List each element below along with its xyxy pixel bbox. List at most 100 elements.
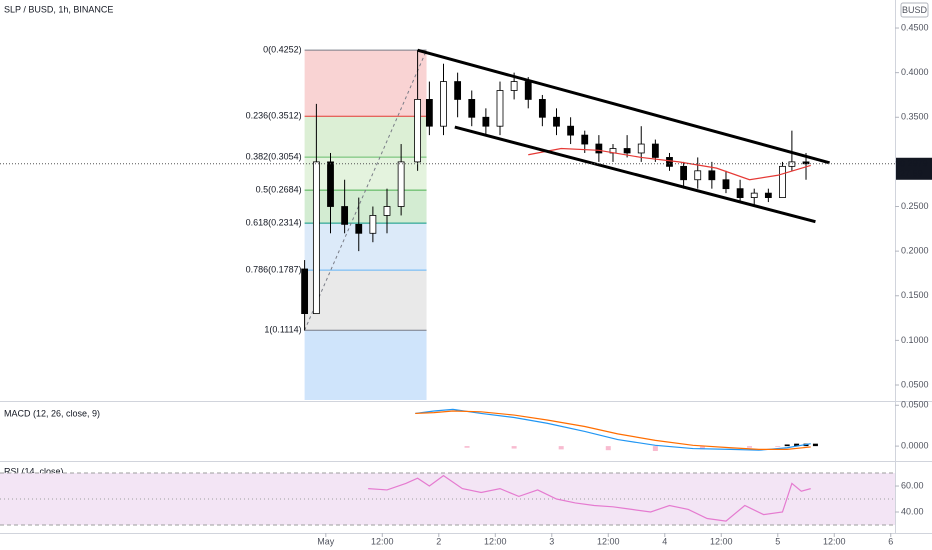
fib-label: 0.618(0.2314) — [246, 217, 302, 227]
chart-title: SLP / BUSD, 1h, BINANCE — [4, 4, 113, 14]
moving-average — [528, 147, 811, 181]
candle-body — [482, 116, 490, 127]
candle-body — [496, 90, 504, 127]
y-tick-label: 0.1500 — [901, 290, 929, 300]
channel-line — [417, 48, 830, 165]
x-tick-label: 3 — [549, 536, 554, 546]
y-tick-label: 0.2500 — [901, 201, 929, 211]
candle-body — [341, 206, 349, 225]
candle-body — [666, 157, 673, 167]
candle-body — [708, 170, 716, 181]
fib-zone — [304, 50, 427, 117]
x-tick-label: 12:00 — [710, 536, 733, 546]
y-tick-label: 0.4500 — [901, 22, 929, 32]
histogram-bar — [464, 446, 470, 448]
candle-body — [301, 268, 309, 315]
channel-line — [454, 125, 816, 224]
candle-body — [722, 179, 730, 190]
histogram-bar — [699, 446, 705, 450]
candle-body — [764, 192, 772, 198]
candle-body — [510, 81, 518, 91]
histogram-bar — [652, 446, 658, 452]
candle-body — [802, 161, 810, 165]
fib-zone — [304, 190, 427, 224]
last-price-label: 0.2979 — [900, 159, 928, 169]
fib-zone — [304, 223, 427, 271]
candle-body — [383, 206, 391, 216]
candle-body — [779, 165, 786, 198]
candle-body — [312, 161, 320, 315]
candle-body — [414, 99, 422, 163]
x-tick-label: 2 — [436, 536, 441, 546]
candle-body — [680, 165, 688, 181]
candle-body — [468, 99, 476, 118]
histogram-bar — [558, 446, 564, 450]
x-tick-label: 12:00 — [371, 536, 394, 546]
fib-label: 0.382(0.3054) — [246, 151, 302, 161]
candle-body — [454, 81, 462, 100]
candle-body — [750, 192, 758, 198]
fib-label: 0.5(0.2684) — [256, 184, 302, 194]
x-tick-label: 4 — [662, 536, 667, 546]
candle-body — [736, 188, 744, 198]
candle-body — [397, 161, 405, 207]
fib-zone — [304, 116, 427, 158]
histogram-bar — [794, 443, 800, 447]
histogram-bar — [511, 446, 517, 449]
candle-body — [651, 143, 659, 158]
fib-label: 0.236(0.3512) — [246, 111, 302, 121]
indicator-line — [368, 474, 811, 522]
x-tick-label: 12:00 — [597, 536, 620, 546]
x-tick-label: 12:00 — [823, 536, 846, 546]
last-price-box — [896, 157, 932, 180]
candle-body — [425, 99, 433, 127]
histogram-bar — [784, 444, 790, 447]
fib-label: 0.786(0.1787) — [246, 265, 302, 275]
fib-label: 0(0.4252) — [263, 45, 302, 55]
y-tick-label: 60.00 — [901, 480, 924, 490]
candle-body — [788, 161, 796, 167]
rsi-band — [0, 473, 895, 525]
candle-body — [440, 81, 447, 127]
histogram-bar — [747, 446, 753, 448]
candle-body — [595, 143, 603, 154]
histogram-bar — [605, 446, 611, 451]
candle-body — [327, 161, 334, 207]
quote-label: BUSD — [902, 5, 928, 15]
candle-body — [581, 134, 589, 145]
candle-body — [623, 148, 631, 154]
countdown-label: 27:59 — [900, 169, 923, 179]
indicator-line — [415, 410, 811, 450]
histogram-bar — [812, 443, 818, 447]
x-tick-label: May — [317, 536, 335, 546]
x-tick-label: 12:00 — [484, 536, 507, 546]
y-tick-label: 0.3500 — [901, 112, 929, 122]
candle-body — [538, 99, 546, 118]
x-tick-label: 5 — [775, 536, 780, 546]
candle-body — [637, 143, 645, 154]
fib-zone — [304, 330, 427, 400]
y-tick-label: 0.0500 — [901, 400, 929, 410]
indicator-line — [415, 408, 811, 451]
macd-title: MACD (12, 26, close, 9) — [4, 408, 100, 418]
y-tick-label: 0.2000 — [901, 246, 929, 256]
candle-body — [524, 81, 532, 100]
y-tick-label: 0.1000 — [901, 335, 929, 345]
fib-zone — [304, 270, 427, 331]
rsi-title: RSI (14, close) — [4, 466, 64, 476]
x-tick-label: 6 — [888, 536, 893, 546]
candle-body — [567, 125, 575, 136]
candle-body — [553, 116, 560, 127]
quote-badge[interactable] — [900, 2, 929, 18]
fib-label: 1(0.1114) — [264, 325, 301, 335]
candle-body — [694, 170, 702, 181]
y-tick-label: 0.0000 — [901, 440, 929, 450]
fib-zone — [304, 157, 427, 191]
candle-body — [369, 215, 377, 234]
y-tick-label: 0.4000 — [901, 67, 929, 77]
histogram-bar — [775, 446, 781, 447]
y-tick-label: 0.0500 — [901, 379, 929, 389]
candle-body — [355, 223, 363, 234]
